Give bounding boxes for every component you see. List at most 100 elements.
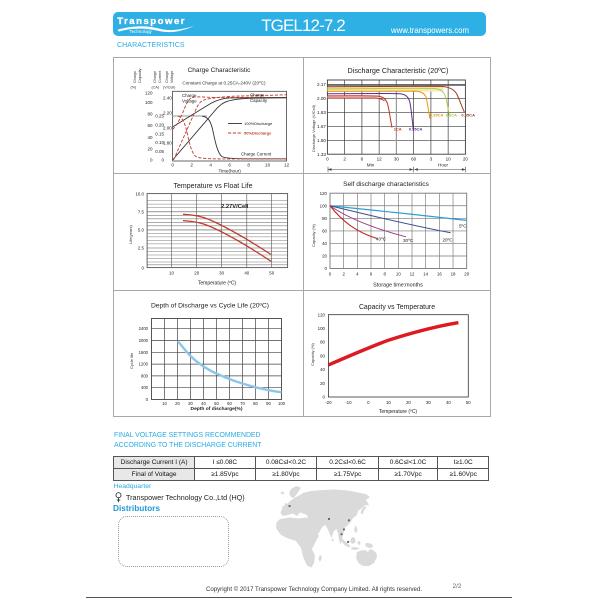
svg-text:0: 0 xyxy=(142,265,145,270)
svg-text:Hour: Hour xyxy=(438,162,448,167)
svg-text:60: 60 xyxy=(147,123,153,128)
svg-text:10: 10 xyxy=(162,401,167,406)
svg-text:2.00: 2.00 xyxy=(163,126,172,131)
svg-text:2.17: 2.17 xyxy=(317,82,326,87)
svg-text:20: 20 xyxy=(194,271,199,276)
svg-text:1.67: 1.67 xyxy=(317,124,326,129)
svg-text:Self discharge characteristics: Self discharge characteristics xyxy=(343,181,429,188)
svg-text:50: 50 xyxy=(269,271,274,276)
svg-text:Capacity vs Temperature: Capacity vs Temperature xyxy=(359,304,435,311)
svg-text:0.25CA: 0.25CA xyxy=(430,113,444,118)
svg-text:120: 120 xyxy=(320,191,328,196)
svg-text:30ºC: 30ºC xyxy=(403,238,414,243)
svg-text:20ºC: 20ºC xyxy=(443,238,454,243)
svg-text:10: 10 xyxy=(446,156,452,161)
svg-text:1.50: 1.50 xyxy=(317,138,326,143)
svg-text:40: 40 xyxy=(446,400,451,405)
svg-text:Min: Min xyxy=(367,162,375,167)
svg-text:Time(hour): Time(hour) xyxy=(218,169,241,174)
svg-text:Discharge Voltage (V/Cell): Discharge Voltage (V/Cell) xyxy=(311,104,316,152)
svg-text:Constant Charge at 0.25CA-240V: Constant Charge at 0.25CA-240V (20ºC) xyxy=(182,80,266,85)
svg-text:20: 20 xyxy=(463,156,469,161)
svg-text:0.15: 0.15 xyxy=(155,131,164,136)
svg-text:18: 18 xyxy=(451,272,456,277)
svg-text:0.05: 0.05 xyxy=(155,149,164,154)
svg-text:30: 30 xyxy=(219,271,224,276)
svg-text:5.0: 5.0 xyxy=(138,228,145,233)
svg-text:40: 40 xyxy=(201,401,206,406)
svg-text:60: 60 xyxy=(320,353,325,358)
svg-text:100: 100 xyxy=(278,401,286,406)
svg-text:12: 12 xyxy=(410,272,415,277)
svg-text:1.83: 1.83 xyxy=(317,110,326,115)
svg-text:Charge: Charge xyxy=(165,71,169,83)
svg-text:Temperature vs Float Life: Temperature vs Float Life xyxy=(174,183,253,190)
svg-text:5ºC: 5ºC xyxy=(459,224,467,229)
svg-text:30: 30 xyxy=(188,401,193,406)
svg-text:80: 80 xyxy=(322,216,327,221)
svg-text:2.20: 2.20 xyxy=(163,110,172,115)
svg-text:Voltage: Voltage xyxy=(170,71,174,83)
svg-text:(V/Cell): (V/Cell) xyxy=(163,86,175,90)
svg-text:90: 90 xyxy=(266,401,271,406)
svg-text:0: 0 xyxy=(146,397,149,402)
svg-text:20: 20 xyxy=(464,272,469,277)
svg-text:4: 4 xyxy=(209,163,212,168)
svg-text:12: 12 xyxy=(284,163,290,168)
svg-text:2.27V/Cell: 2.27V/Cell xyxy=(221,204,249,210)
svg-text:0: 0 xyxy=(329,272,332,277)
svg-text:2: 2 xyxy=(190,163,193,168)
svg-text:20: 20 xyxy=(406,400,411,405)
svg-text:Voltage: Voltage xyxy=(182,99,197,104)
svg-text:2.5: 2.5 xyxy=(138,246,145,251)
svg-text:Charge: Charge xyxy=(133,71,137,83)
svg-text:10: 10 xyxy=(386,400,391,405)
svg-text:50: 50 xyxy=(214,401,219,406)
svg-text:0.1CA: 0.1CA xyxy=(446,113,457,118)
svg-text:40ºC: 40ºC xyxy=(376,237,387,242)
svg-text:100: 100 xyxy=(145,100,153,105)
svg-text:Capacity: Capacity xyxy=(250,98,268,103)
svg-text:80: 80 xyxy=(253,401,258,406)
svg-text:2400: 2400 xyxy=(139,326,149,331)
svg-text:0: 0 xyxy=(171,163,174,168)
svg-text:50%Discharge: 50%Discharge xyxy=(244,131,272,136)
svg-text:80: 80 xyxy=(320,340,325,345)
svg-text:0: 0 xyxy=(323,395,326,400)
svg-text:10.0: 10.0 xyxy=(135,192,144,197)
svg-text:0: 0 xyxy=(326,156,329,161)
svg-text:Current: Current xyxy=(158,71,162,83)
svg-text:(CA): (CA) xyxy=(152,86,160,90)
svg-text:7.5: 7.5 xyxy=(138,210,145,215)
svg-text:0.05CA: 0.05CA xyxy=(461,113,475,118)
svg-text:60: 60 xyxy=(411,156,417,161)
svg-text:Discharge Characteristic (20ºC: Discharge Characteristic (20ºC) xyxy=(348,66,449,75)
svg-text:3: 3 xyxy=(430,156,433,161)
svg-text:40: 40 xyxy=(244,271,249,276)
svg-text:14: 14 xyxy=(423,272,428,277)
svg-text:Charge: Charge xyxy=(182,93,197,98)
svg-text:60: 60 xyxy=(227,401,232,406)
svg-text:20: 20 xyxy=(320,381,325,386)
svg-text:10: 10 xyxy=(265,163,271,168)
svg-text:40: 40 xyxy=(147,135,153,140)
svg-text:1CA: 1CA xyxy=(394,126,402,131)
svg-text:120: 120 xyxy=(145,91,153,96)
svg-text:Charge: Charge xyxy=(153,71,157,83)
svg-text:Transpower: Transpower xyxy=(117,16,186,27)
svg-text:0.25: 0.25 xyxy=(155,114,164,119)
svg-text:Charge Characteristic: Charge Characteristic xyxy=(188,67,252,74)
svg-text:120: 120 xyxy=(318,312,326,317)
svg-text:60: 60 xyxy=(322,229,327,234)
svg-text:0.10: 0.10 xyxy=(155,140,164,145)
svg-text:40: 40 xyxy=(322,241,327,246)
svg-text:70: 70 xyxy=(240,401,245,406)
svg-text:2000: 2000 xyxy=(139,338,149,343)
svg-text:2: 2 xyxy=(343,156,346,161)
svg-text:400: 400 xyxy=(141,385,149,390)
svg-text:Cycle life: Cycle life xyxy=(129,352,134,369)
svg-text:Charge Current: Charge Current xyxy=(241,152,272,157)
svg-text:Charge: Charge xyxy=(250,93,265,98)
svg-text:Capacity (%): Capacity (%) xyxy=(311,223,316,247)
svg-text:8: 8 xyxy=(247,163,250,168)
